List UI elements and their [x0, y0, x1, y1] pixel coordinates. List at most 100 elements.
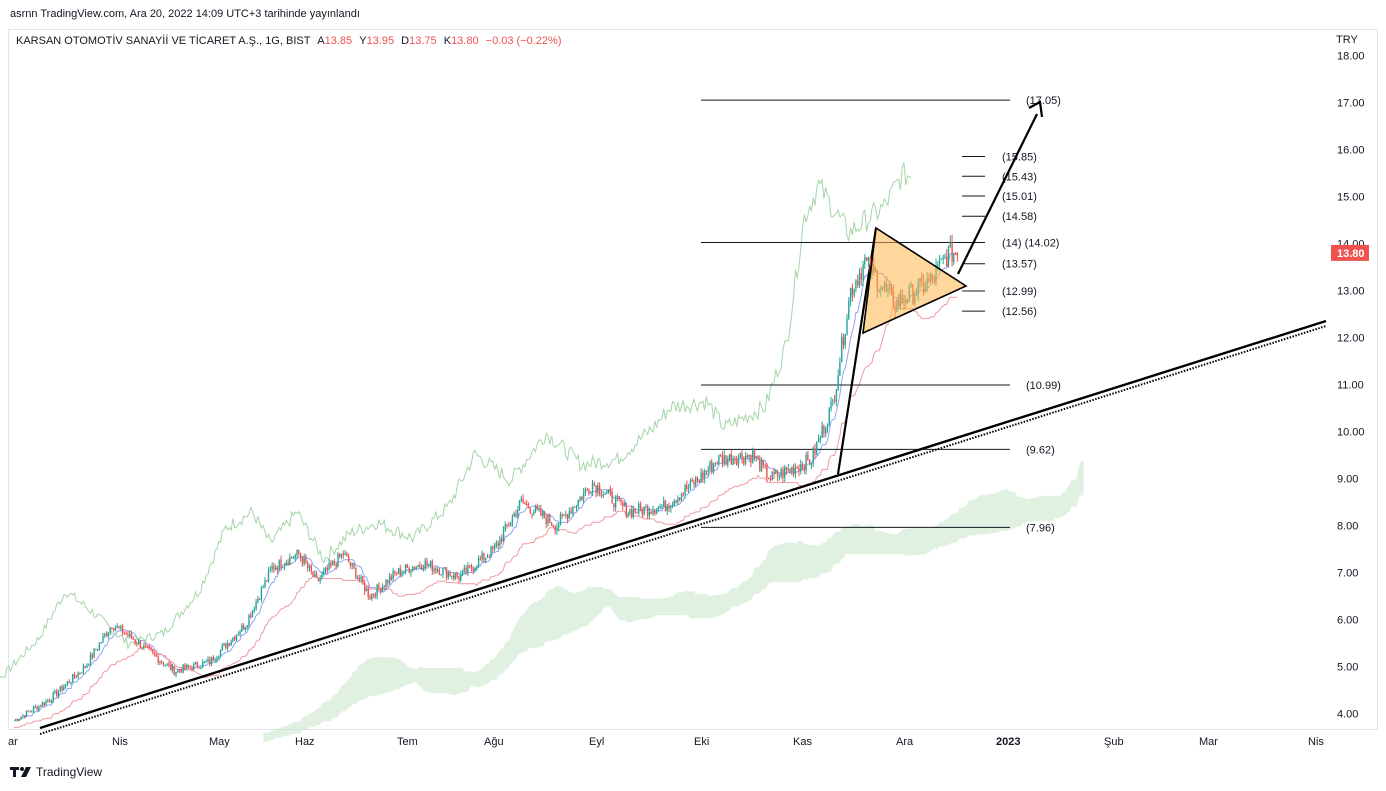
low-key: D: [401, 35, 410, 47]
candle-body: [161, 661, 163, 663]
candle-body: [41, 702, 44, 707]
candle: [216, 655, 218, 663]
candle: [565, 510, 567, 519]
candle: [524, 501, 526, 505]
footer: TradingView: [10, 765, 102, 779]
candle-body: [371, 594, 373, 600]
candle-body: [680, 493, 683, 500]
candle-body: [267, 570, 270, 581]
candle: [91, 652, 93, 660]
candle: [675, 500, 677, 504]
candle: [312, 571, 314, 577]
candle: [413, 566, 416, 570]
candle-body: [509, 523, 512, 527]
candle-body: [732, 459, 734, 465]
candle: [574, 506, 576, 508]
candle: [659, 503, 661, 510]
candle-body: [643, 506, 645, 515]
candle-body: [248, 615, 250, 626]
level-label: (14) (14.02): [1002, 238, 1059, 250]
candle-body: [698, 480, 700, 483]
candle: [127, 631, 129, 639]
candle: [643, 506, 645, 517]
candle-body: [582, 492, 585, 500]
candle: [467, 562, 469, 577]
candle-body: [324, 567, 327, 572]
candle: [689, 478, 692, 490]
candle: [800, 459, 802, 475]
candle: [668, 502, 670, 513]
candle-body: [670, 506, 672, 509]
candle-body: [864, 257, 866, 265]
candle: [264, 577, 266, 589]
candle-body: [445, 567, 448, 578]
candle-body: [404, 564, 407, 571]
candle: [604, 492, 606, 496]
candle: [739, 452, 741, 459]
candle-body: [230, 641, 232, 646]
candle: [88, 663, 90, 667]
candle-body: [436, 570, 439, 572]
candle: [404, 564, 407, 575]
candle: [613, 503, 615, 512]
candle-body: [803, 467, 805, 471]
candle-body: [753, 450, 756, 459]
candle-body: [209, 659, 211, 665]
candle-body: [113, 628, 115, 630]
candle: [235, 634, 238, 642]
candle-body: [52, 693, 54, 701]
candle-body: [426, 560, 428, 565]
candle-body: [695, 477, 697, 485]
level-label: (15.01): [1002, 191, 1037, 203]
candle: [472, 566, 474, 575]
candle: [406, 563, 409, 569]
symbol-legend[interactable]: KARSAN OTOMOTİV SANAYİİ VE TİCARET A.Ş.,…: [16, 35, 562, 47]
candle: [942, 254, 944, 265]
candle-body: [266, 580, 268, 582]
candle: [780, 467, 782, 479]
level-label: (17.05): [1026, 95, 1061, 107]
candle: [476, 564, 478, 572]
candle-body: [353, 563, 355, 568]
candle-body: [278, 559, 280, 570]
candle: [686, 480, 688, 492]
change-value: −0.03 (−0.22%): [485, 35, 562, 47]
candle-body: [558, 525, 560, 528]
candle: [137, 639, 140, 646]
candle: [145, 642, 147, 648]
candle-body: [741, 453, 743, 460]
candle-body: [449, 572, 451, 577]
candle: [954, 252, 957, 255]
y-tick-label: 9.00: [1337, 474, 1358, 486]
candle: [253, 606, 255, 614]
candle-body: [490, 546, 492, 558]
candle: [410, 569, 412, 577]
candle: [105, 631, 108, 637]
candle: [342, 550, 344, 559]
candle: [182, 663, 184, 674]
candle-body: [235, 635, 238, 640]
candle-body: [225, 643, 227, 649]
candle-body: [273, 566, 275, 570]
candle: [734, 455, 736, 464]
candle-body: [296, 549, 298, 556]
candle: [682, 491, 684, 497]
candle: [364, 579, 366, 595]
candle-body: [801, 464, 804, 468]
candle-body: [310, 565, 312, 572]
candle: [369, 594, 371, 600]
candle: [169, 662, 172, 671]
candle-body: [182, 664, 184, 673]
level-label: (9.62): [1026, 444, 1055, 456]
currency-label[interactable]: TRY: [1336, 34, 1358, 46]
candle: [826, 423, 829, 433]
candle: [458, 575, 460, 584]
candle-body: [486, 556, 489, 558]
candle-body: [684, 485, 686, 494]
candle: [771, 471, 773, 481]
candle-body: [328, 563, 330, 571]
triangle-pattern: [862, 226, 968, 335]
candle: [572, 505, 574, 517]
candle-body: [260, 587, 263, 600]
